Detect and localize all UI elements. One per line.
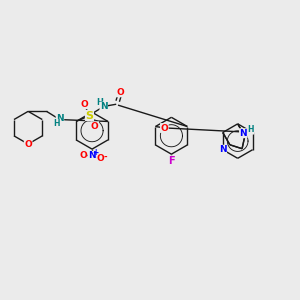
Text: S: S: [85, 110, 94, 121]
Text: O: O: [160, 124, 168, 133]
Text: N: N: [100, 102, 107, 111]
Text: O: O: [24, 140, 32, 148]
Text: O: O: [79, 151, 87, 160]
Text: F: F: [168, 156, 175, 166]
Text: H: H: [97, 98, 104, 106]
Text: N: N: [88, 151, 96, 160]
Text: O: O: [97, 154, 104, 163]
Text: O: O: [80, 100, 88, 109]
Text: N: N: [239, 129, 247, 138]
Text: H: H: [53, 119, 60, 128]
Text: -: -: [103, 153, 107, 162]
Text: N: N: [219, 145, 226, 154]
Text: O: O: [91, 122, 99, 131]
Text: N: N: [56, 114, 64, 123]
Text: H: H: [248, 125, 254, 134]
Text: +: +: [92, 148, 99, 157]
Text: O: O: [116, 88, 124, 97]
